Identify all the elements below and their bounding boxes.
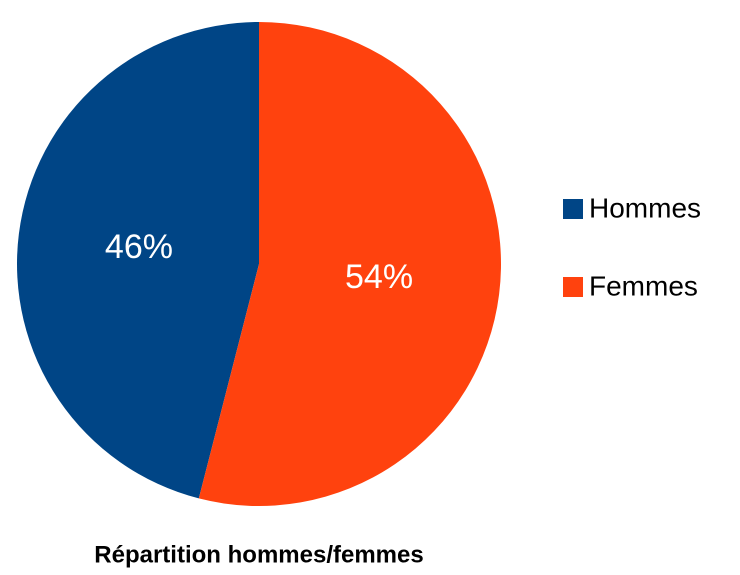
pie-slice: [198, 22, 502, 507]
legend-label: Hommes: [589, 192, 701, 223]
legend-swatch: [563, 199, 583, 219]
pie-slice: [17, 21, 259, 499]
legend-label: Femmes: [589, 270, 698, 301]
legend-swatch: [563, 277, 583, 297]
chart-title: Répartition hommes/femmes: [94, 541, 423, 568]
data-label: 54%: [345, 258, 413, 296]
data-label: 46%: [105, 228, 173, 266]
